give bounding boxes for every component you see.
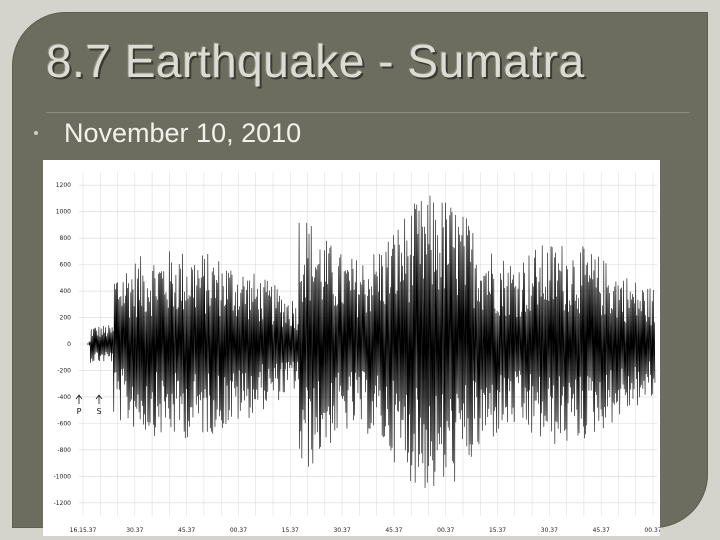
seismogram-plot: 1200 1000 800 600 400 200 0 -200 -400 -600 -800 -10… — [54, 172, 660, 534]
y-tick-label: -1200 — [54, 500, 72, 507]
x-tick-labels: 16.15.37 30.37 45.37 00.37 15.37 30.37 45.37 00… — [70, 527, 660, 534]
x-tick-label: 16.15.37 — [70, 527, 97, 534]
y-tick-label: 1000 — [56, 209, 71, 216]
x-tick-label: 15.37 — [489, 527, 506, 534]
x-tick-label: 45.37 — [178, 527, 195, 534]
trace-path — [88, 195, 656, 489]
x-tick-label: 00.37 — [230, 527, 247, 534]
phase-marker-p: P — [75, 394, 83, 416]
arrow-up-icon — [75, 394, 83, 404]
seismogram-image: 1200 1000 800 600 400 200 0 -200 -400 -600 -800 -10… — [43, 160, 660, 536]
y-tick-label: -600 — [57, 420, 71, 427]
y-tick-label: -200 — [57, 367, 71, 374]
bullet-icon — [34, 131, 38, 135]
x-tick-label: 00.37 — [644, 527, 660, 534]
seismogram-trace — [87, 195, 656, 489]
phase-label: P — [77, 407, 82, 416]
title-divider — [46, 112, 690, 113]
x-tick-label: 30.37 — [126, 527, 143, 534]
bullet-date: November 10, 2010 — [64, 118, 302, 148]
y-tick-label: 0 — [67, 341, 71, 348]
y-tick-label: 400 — [60, 288, 72, 295]
phase-label: S — [96, 407, 101, 416]
x-tick-label: 30.37 — [333, 527, 350, 534]
y-tick-label: -800 — [57, 447, 71, 454]
y-tick-label: -1000 — [54, 473, 72, 480]
slide-title: 8.7 Earthquake - Sumatra — [46, 35, 585, 87]
arrow-up-icon — [95, 394, 103, 404]
y-tick-label: 800 — [60, 235, 72, 242]
y-tick-label: 200 — [60, 315, 72, 322]
phase-marker-s: S — [95, 394, 103, 416]
x-tick-label: 30.37 — [541, 527, 558, 534]
y-tick-labels: 1200 1000 800 600 400 200 0 -200 -400 -600 -800 -10… — [54, 182, 72, 507]
x-tick-label: 45.37 — [593, 527, 610, 534]
x-tick-label: 45.37 — [385, 527, 402, 534]
y-tick-label: 1200 — [56, 182, 71, 189]
x-tick-label: 15.37 — [282, 527, 299, 534]
x-tick-label: 00.37 — [437, 527, 454, 534]
y-tick-label: 600 — [60, 262, 72, 269]
y-tick-label: -400 — [57, 394, 71, 401]
